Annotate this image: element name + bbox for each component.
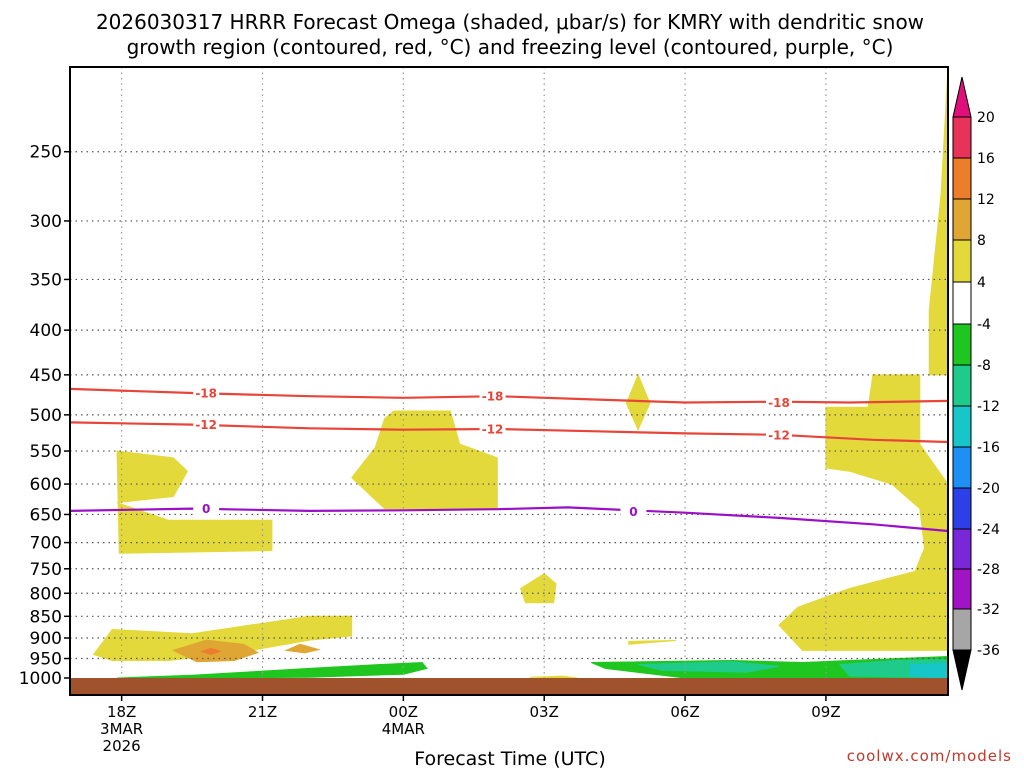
shaded-region-yellow-upper-right-1 bbox=[928, 67, 948, 376]
shaded-region-green-lower-left-band bbox=[116, 661, 428, 679]
colorbar-segment-2 bbox=[952, 198, 972, 241]
colorbar-label-0: 20 bbox=[977, 110, 995, 126]
colorbar: 20 16 12 8 4 -4 -8 -12 -16 -20 -24 -28 -32 -36 bbox=[952, 76, 1000, 691]
contour-label-bg bbox=[479, 389, 506, 404]
colorbar-label-1: 16 bbox=[977, 151, 995, 167]
colorbar-label-11: -28 bbox=[977, 562, 1000, 578]
y-tick-label-600: 600 bbox=[30, 475, 62, 495]
contour-label-dgz-minus-12-1: -12 bbox=[482, 423, 504, 437]
chart-title-line-2: growth region (contoured, red, °C) and f… bbox=[127, 35, 894, 59]
contour-label-dgz-minus-18-1: -18 bbox=[482, 390, 504, 404]
chart-title-line-1: 2026030317 HRRR Forecast Omega (shaded, … bbox=[96, 10, 924, 34]
colorbar-label-8: -16 bbox=[977, 440, 1000, 456]
colorbar-segment-0 bbox=[952, 116, 972, 159]
contour-label-bg bbox=[765, 427, 792, 442]
colorbar-segment-3 bbox=[952, 239, 972, 283]
y-tick-label-750: 750 bbox=[30, 560, 62, 580]
contour-label-dgz-minus-12-2: -12 bbox=[768, 428, 790, 442]
contour-label-dgz-minus-18-2: -18 bbox=[768, 396, 790, 410]
contour-label-bg bbox=[193, 501, 220, 516]
colorbar-segment-7 bbox=[952, 405, 972, 448]
x-tick-label-0-1: 3MAR bbox=[100, 720, 143, 738]
contour-label-bg bbox=[765, 395, 792, 410]
x-axis-title: Forecast Time (UTC) bbox=[414, 748, 605, 768]
shaded-region-yellow-small-bubble bbox=[520, 573, 557, 604]
colorbar-label-9: -20 bbox=[977, 481, 1000, 497]
y-tick-label-650: 650 bbox=[30, 505, 62, 525]
y-tick-label-850: 850 bbox=[30, 607, 62, 627]
y-tick-label-450: 450 bbox=[30, 366, 62, 386]
y-tick-label-950: 950 bbox=[30, 650, 62, 670]
y-tick-label-1000: 1000 bbox=[19, 669, 62, 689]
contour-label-dgz-minus-12-0: -12 bbox=[195, 418, 217, 432]
colorbar-label-7: -12 bbox=[977, 399, 1000, 415]
contour-label-dgz-minus-18-0: -18 bbox=[195, 386, 217, 400]
x-tick-label-0-2: 2026 bbox=[103, 737, 141, 755]
x-tick-label-5-0: 09Z bbox=[811, 703, 840, 721]
plot-content: -18 -18 -18 -12 -12 -12 0 0 bbox=[70, 67, 948, 695]
y-tick-label-700: 700 bbox=[30, 534, 62, 554]
x-tick-label-2-0: 00Z bbox=[389, 703, 418, 721]
x-tick-label-0-0: 18Z bbox=[107, 703, 136, 721]
colorbar-segment-12 bbox=[952, 608, 972, 651]
y-tick-label-300: 300 bbox=[30, 212, 62, 232]
x-tick-label-2-1: 4MAR bbox=[382, 720, 425, 738]
y-tick-label-800: 800 bbox=[30, 584, 62, 604]
shaded-region-teal-lower-right bbox=[637, 661, 780, 673]
credit-text: coolwx.com/models bbox=[847, 747, 1012, 765]
y-tick-label-550: 550 bbox=[30, 442, 62, 462]
y-tick-label-900: 900 bbox=[30, 629, 62, 649]
colorbar-segment-4 bbox=[952, 281, 972, 325]
colorbar-label-10: -24 bbox=[977, 522, 1000, 538]
colorbar-segment-6 bbox=[952, 364, 972, 407]
shaded-region-yellow-tiny-1 bbox=[628, 640, 676, 645]
shaded-region-red-center-dot bbox=[199, 647, 222, 656]
contour-label-freezing-level-0-1: 0 bbox=[629, 505, 637, 519]
colorbar-segment-1 bbox=[952, 157, 972, 200]
colorbar-segment-9 bbox=[952, 487, 972, 530]
plot-frame bbox=[69, 66, 949, 696]
contour-line-dgz-minus-12 bbox=[70, 421, 948, 444]
contour-line-freezing-level-0 bbox=[70, 506, 948, 533]
y-tick-label-250: 250 bbox=[30, 143, 62, 163]
shaded-region-orange-small-blob bbox=[284, 643, 321, 654]
shaded-region-yellow-right-block bbox=[778, 374, 948, 651]
shaded-region-yellow-low-left-band bbox=[92, 615, 353, 661]
shaded-region-yellow-middle-block bbox=[351, 410, 498, 510]
y-axis: 2503003504004505005506006507007508008509… bbox=[19, 143, 70, 689]
contour-label-bg bbox=[620, 504, 647, 519]
colorbar-label-4: 4 bbox=[977, 275, 986, 291]
colorbar-segment-10 bbox=[952, 528, 972, 570]
shaded-region-cyan-lower-right bbox=[909, 662, 948, 679]
contour-label-bg bbox=[193, 385, 220, 400]
y-tick-label-400: 400 bbox=[30, 321, 62, 341]
x-tick-label-4-0: 06Z bbox=[670, 703, 699, 721]
shaded-region-yellow-left-block bbox=[116, 450, 273, 554]
colorbar-label-2: 12 bbox=[977, 192, 995, 208]
colorbar-segment-8 bbox=[952, 446, 972, 489]
shaded-region-yellow-small-diamond bbox=[625, 373, 651, 431]
contour-line-dgz-minus-18 bbox=[70, 387, 948, 404]
x-tick-label-3-0: 03Z bbox=[530, 703, 559, 721]
colorbar-label-5: -4 bbox=[977, 317, 991, 333]
colorbar-segment-11 bbox=[952, 568, 972, 610]
shaded-region-yellow-tiny-2 bbox=[530, 675, 578, 679]
y-tick-label-500: 500 bbox=[30, 406, 62, 426]
colorbar-label-12: -32 bbox=[977, 602, 1000, 618]
contour-label-bg bbox=[193, 417, 220, 432]
colorbar-label-13: -36 bbox=[977, 643, 1000, 659]
colorbar-label-6: -8 bbox=[977, 358, 991, 374]
y-tick-label-350: 350 bbox=[30, 270, 62, 290]
colorbar-segment-5 bbox=[952, 323, 972, 366]
colorbar-label-3: 8 bbox=[977, 233, 986, 249]
plot-area: -18 -18 -18 -12 -12 -12 0 0 bbox=[69, 66, 949, 696]
contour-label-bg bbox=[479, 422, 506, 437]
colorbar-bottom-arrow bbox=[952, 649, 972, 691]
contour-label-freezing-level-0-0: 0 bbox=[202, 502, 210, 516]
colorbar-top-arrow bbox=[952, 76, 972, 118]
ground-below-surface bbox=[70, 678, 948, 695]
x-tick-label-1-0: 21Z bbox=[248, 703, 277, 721]
